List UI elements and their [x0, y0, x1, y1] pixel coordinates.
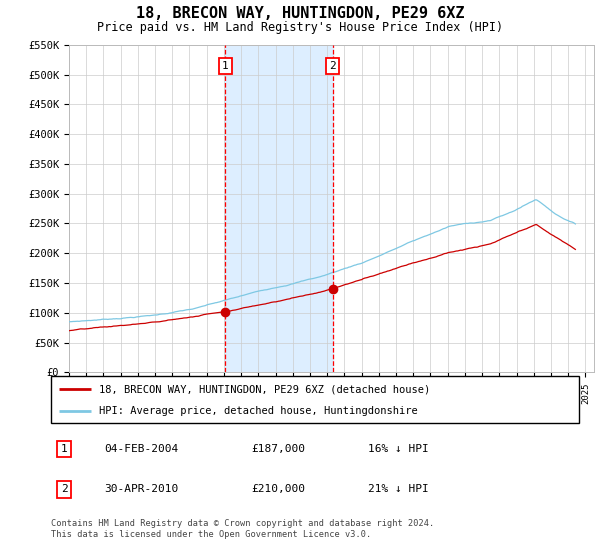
Text: 04-FEB-2004: 04-FEB-2004: [104, 444, 178, 454]
Text: HPI: Average price, detached house, Huntingdonshire: HPI: Average price, detached house, Hunt…: [98, 406, 417, 416]
Text: 16% ↓ HPI: 16% ↓ HPI: [368, 444, 428, 454]
Text: 1: 1: [222, 61, 229, 71]
Text: Contains HM Land Registry data © Crown copyright and database right 2024.
This d: Contains HM Land Registry data © Crown c…: [51, 520, 434, 539]
Text: 2: 2: [329, 61, 337, 71]
Bar: [226, 45, 333, 372]
Text: £210,000: £210,000: [251, 484, 305, 494]
Text: 18, BRECON WAY, HUNTINGDON, PE29 6XZ: 18, BRECON WAY, HUNTINGDON, PE29 6XZ: [136, 7, 464, 21]
Text: £187,000: £187,000: [251, 444, 305, 454]
Text: 1: 1: [61, 444, 68, 454]
Text: Price paid vs. HM Land Registry's House Price Index (HPI): Price paid vs. HM Land Registry's House …: [97, 21, 503, 35]
Text: 30-APR-2010: 30-APR-2010: [104, 484, 178, 494]
Text: 18, BRECON WAY, HUNTINGDON, PE29 6XZ (detached house): 18, BRECON WAY, HUNTINGDON, PE29 6XZ (de…: [98, 384, 430, 394]
Text: 21% ↓ HPI: 21% ↓ HPI: [368, 484, 428, 494]
Text: 2: 2: [61, 484, 68, 494]
